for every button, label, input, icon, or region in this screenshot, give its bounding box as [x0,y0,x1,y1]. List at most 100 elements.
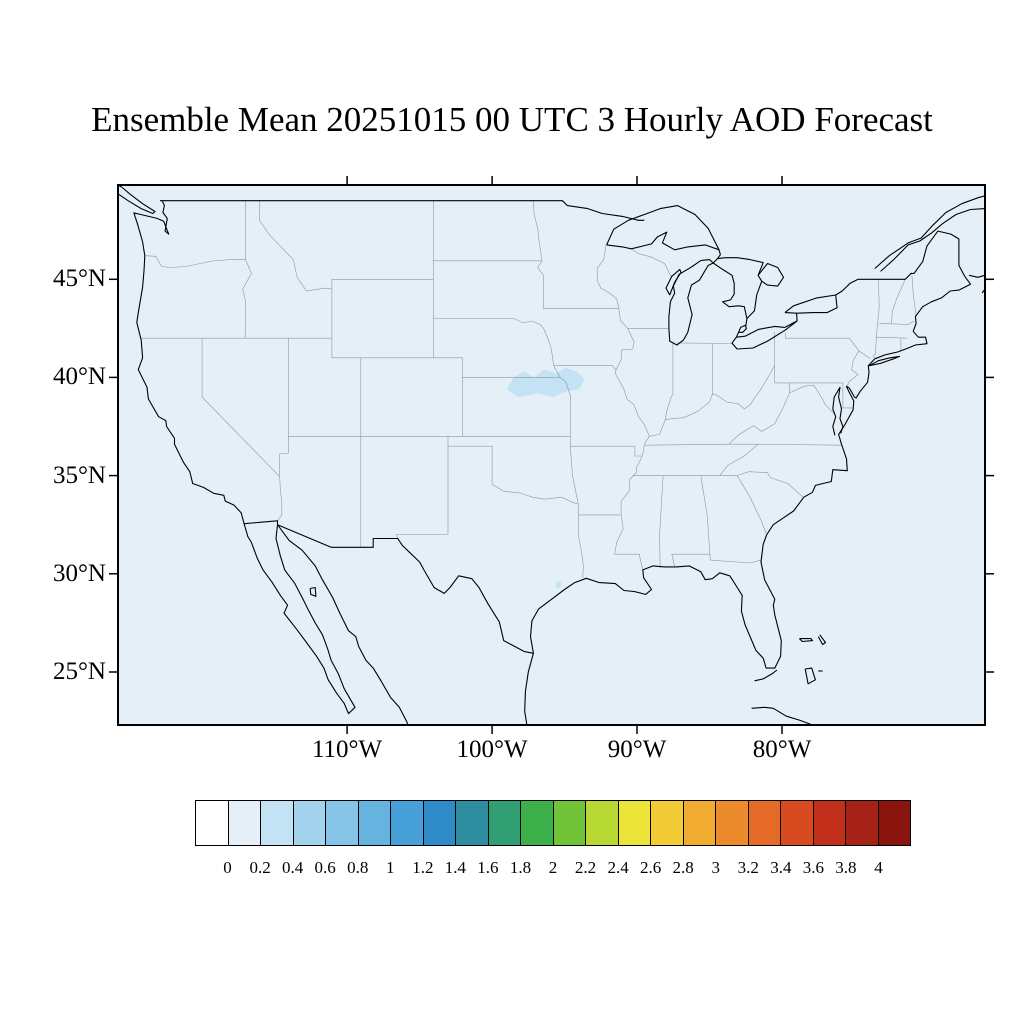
coastline-path [309,586,317,597]
coastline-path [717,249,721,259]
state-border-path [842,382,854,409]
state-border-path [736,475,767,534]
state-border-path [659,475,664,568]
coastline-path [874,195,985,269]
state-border-path [578,504,584,578]
colorbar-cell [455,800,489,846]
state-border-path [873,279,880,358]
longitude-tick-label: 90°W [607,736,667,763]
coastline-path [968,274,985,278]
coastline-path [606,205,720,251]
state-border-path [858,350,871,360]
colorbar-tick-label: 0.8 [347,858,369,877]
coastline-path [745,318,748,327]
colorbar-cell [292,800,326,846]
state-border-path [789,384,835,415]
colorbar-cell [812,800,846,846]
axis-ticks [109,176,994,734]
state-border-path [665,342,674,420]
state-border-path [145,255,246,268]
colorbar-tick-label: 3.4 [770,858,792,877]
colorbar-tick-label: 4 [874,858,883,877]
state-border-path [433,318,544,329]
state-border-path [259,200,332,292]
colorbar-cell [487,800,521,846]
longitude-tick-label: 100°W [456,736,528,763]
coastline-path [880,208,985,272]
state-border-path [737,471,804,498]
coastline-path [243,523,356,715]
state-border-path [719,443,759,476]
colorbar-tick-label: 1.6 [477,858,499,877]
colorbar-tick-label: 3.2 [737,858,759,877]
colorbar-cell [325,800,359,846]
aod-patch [506,367,585,398]
state-border-path [242,259,252,339]
colorbar-cell [227,800,261,846]
colorbar-cell [422,800,456,846]
latitude-tick-label: 35°N [52,461,106,489]
state-border-path [785,332,850,339]
state-border-path [879,320,915,325]
map-background [118,185,985,725]
colorbar-tick-label: 0.4 [282,858,304,877]
state-border-path [614,436,650,570]
colorbar-tick-label: 2.8 [672,858,694,877]
colorbar-tick-label: 1.8 [509,858,532,877]
latitude-tick-label: 40°N [52,363,106,391]
state-border-path [553,365,617,371]
state-border-path [671,553,710,567]
colorbar-tick-label: 1.2 [412,858,434,877]
state-border-path [596,245,650,437]
state-border-path [395,436,449,539]
state-border-path [728,392,790,445]
latitude-tick-label: 30°N [52,559,106,587]
latitude-tick-label: 25°N [52,657,106,685]
colorbar-cell [260,800,294,846]
map-frame [117,184,986,726]
colorbar-cell [520,800,554,846]
state-border-path [631,248,673,278]
coastline-path [735,324,748,338]
aod-colorbar [195,800,911,846]
coastline-path [799,638,814,643]
colorbar-cell [585,800,619,846]
aod-patch [555,581,561,588]
coastline-path [160,200,645,221]
colorbar-tick-label: 2.4 [607,858,629,877]
coastline-path [784,294,838,314]
colorbar-cell [650,800,684,846]
colorbar-tick-label: 1.4 [444,858,466,877]
colorbar-cell [747,800,781,846]
latitude-tick-label: 45°N [52,265,106,293]
colorbar-cell [715,800,749,846]
colorbar-cell [780,800,814,846]
colorbar-tick-label: 2.2 [574,858,597,877]
longitude-tick-label: 110°W [311,736,383,763]
state-border-path [570,445,643,457]
coastline-path [133,200,972,669]
state-border-path [911,273,917,317]
colorbar-tick-label: 2 [548,858,558,877]
coastline-path [795,313,798,321]
coastline-path [731,320,798,350]
state-border-path [533,200,544,309]
colorbar-tick-label: 2.6 [640,858,662,877]
figure-title: Ensemble Mean 20251015 00 UTC 3 Hourly A… [91,100,933,139]
coastline-path [832,386,844,436]
colorbar-tick-label: 3 [711,858,720,877]
coastline-path [754,669,778,682]
state-border-path [279,338,289,477]
colorbar-tick-label: 3.6 [802,858,824,877]
state-border-path [491,484,579,505]
colorbar-tick-label: 1 [386,858,395,877]
state-border-path [676,342,733,344]
coastline-path [868,355,901,367]
map-layers [118,185,985,725]
conus-map [109,176,994,734]
state-border-path [876,336,908,339]
longitude-tick-label: 80°W [752,736,812,763]
coastline-path [524,653,534,725]
coastline-path [817,634,827,646]
map-plot-area [106,173,997,737]
